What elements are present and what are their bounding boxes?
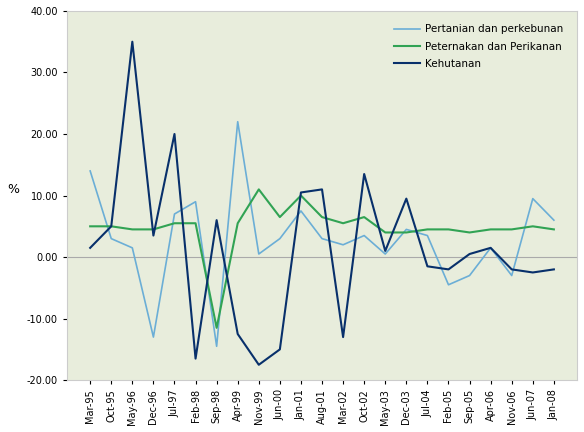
Peternakan dan Perikanan: [361, 215, 368, 220]
Pertanian dan perkebunan: [255, 251, 262, 257]
Kehutanan: [234, 331, 241, 337]
Kehutanan: [382, 248, 389, 254]
Kehutanan: [107, 224, 114, 229]
Peternakan dan Perikanan: [318, 215, 325, 220]
Kehutanan: [192, 356, 199, 361]
Peternakan dan Perikanan: [213, 325, 220, 330]
Kehutanan: [339, 334, 346, 340]
Peternakan dan Perikanan: [192, 221, 199, 226]
Pertanian dan perkebunan: [297, 208, 304, 213]
Peternakan dan Perikanan: [129, 227, 136, 232]
Peternakan dan Perikanan: [255, 187, 262, 192]
Pertanian dan perkebunan: [445, 282, 452, 287]
Pertanian dan perkebunan: [107, 236, 114, 241]
Peternakan dan Perikanan: [297, 193, 304, 198]
Kehutanan: [213, 218, 220, 223]
Peternakan dan Perikanan: [529, 224, 536, 229]
Kehutanan: [255, 362, 262, 367]
Pertanian dan perkebunan: [382, 251, 389, 257]
Peternakan dan Perikanan: [466, 230, 473, 235]
Pertanian dan perkebunan: [192, 199, 199, 204]
Kehutanan: [150, 233, 157, 238]
Pertanian dan perkebunan: [466, 273, 473, 278]
Pertanian dan perkebunan: [424, 233, 431, 238]
Pertanian dan perkebunan: [550, 218, 557, 223]
Kehutanan: [445, 267, 452, 272]
Peternakan dan Perikanan: [150, 227, 157, 232]
Peternakan dan Perikanan: [86, 224, 93, 229]
Line: Kehutanan: Kehutanan: [90, 42, 554, 365]
Pertanian dan perkebunan: [129, 245, 136, 251]
Kehutanan: [361, 172, 368, 177]
Pertanian dan perkebunan: [86, 168, 93, 174]
Kehutanan: [508, 267, 515, 272]
Pertanian dan perkebunan: [361, 233, 368, 238]
Line: Peternakan dan Perikanan: Peternakan dan Perikanan: [90, 189, 554, 328]
Y-axis label: %: %: [7, 183, 19, 196]
Peternakan dan Perikanan: [234, 221, 241, 226]
Line: Pertanian dan perkebunan: Pertanian dan perkebunan: [90, 122, 554, 346]
Kehutanan: [86, 245, 93, 251]
Kehutanan: [424, 264, 431, 269]
Pertanian dan perkebunan: [318, 236, 325, 241]
Pertanian dan perkebunan: [403, 227, 410, 232]
Legend: Pertanian dan perkebunan, Peternakan dan Perikanan, Kehutanan: Pertanian dan perkebunan, Peternakan dan…: [385, 16, 572, 77]
Pertanian dan perkebunan: [171, 211, 178, 216]
Peternakan dan Perikanan: [403, 230, 410, 235]
Kehutanan: [403, 196, 410, 201]
Peternakan dan Perikanan: [276, 215, 283, 220]
Pertanian dan perkebunan: [276, 236, 283, 241]
Peternakan dan Perikanan: [508, 227, 515, 232]
Peternakan dan Perikanan: [445, 227, 452, 232]
Peternakan dan Perikanan: [424, 227, 431, 232]
Pertanian dan perkebunan: [487, 245, 494, 251]
Kehutanan: [297, 190, 304, 195]
Kehutanan: [129, 39, 136, 44]
Kehutanan: [550, 267, 557, 272]
Kehutanan: [466, 251, 473, 257]
Peternakan dan Perikanan: [107, 224, 114, 229]
Kehutanan: [529, 270, 536, 275]
Peternakan dan Perikanan: [382, 230, 389, 235]
Pertanian dan perkebunan: [529, 196, 536, 201]
Peternakan dan Perikanan: [339, 221, 346, 226]
Peternakan dan Perikanan: [171, 221, 178, 226]
Pertanian dan perkebunan: [508, 273, 515, 278]
Pertanian dan perkebunan: [213, 344, 220, 349]
Kehutanan: [171, 131, 178, 137]
Peternakan dan Perikanan: [550, 227, 557, 232]
Kehutanan: [276, 347, 283, 352]
Kehutanan: [318, 187, 325, 192]
Pertanian dan perkebunan: [339, 242, 346, 248]
Pertanian dan perkebunan: [234, 119, 241, 124]
Kehutanan: [487, 245, 494, 251]
Peternakan dan Perikanan: [487, 227, 494, 232]
Pertanian dan perkebunan: [150, 334, 157, 340]
